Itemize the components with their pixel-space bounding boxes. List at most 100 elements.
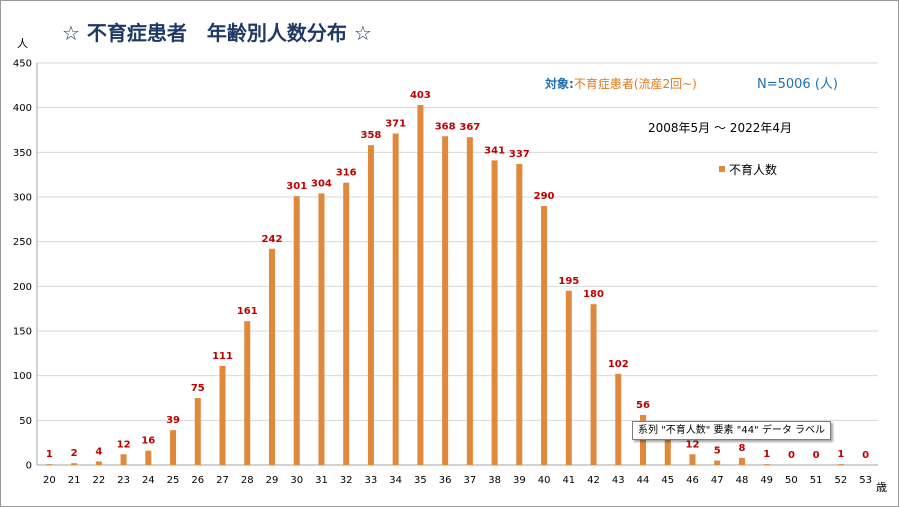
data-label[interactable]: 403: [410, 90, 431, 101]
data-label[interactable]: 1: [46, 449, 53, 460]
data-label[interactable]: 0: [788, 450, 795, 461]
bar[interactable]: [714, 460, 721, 465]
x-tick-label: 26: [191, 475, 204, 486]
bar[interactable]: [516, 163, 523, 466]
x-tick-label: 28: [241, 475, 254, 486]
data-label[interactable]: 304: [311, 178, 332, 189]
data-label[interactable]: 12: [117, 439, 131, 450]
data-label[interactable]: 301: [286, 181, 307, 192]
x-tick-label: 40: [538, 475, 551, 486]
bar[interactable]: [145, 450, 152, 465]
data-label[interactable]: 242: [262, 234, 283, 245]
y-tick-labels: 0 50 100 150 200 250 300 350 400 450: [13, 59, 32, 472]
bar[interactable]: [615, 373, 622, 465]
data-label[interactable]: 56: [636, 400, 650, 411]
bar[interactable]: [689, 454, 696, 465]
x-tick-label: 49: [760, 475, 773, 486]
y-tick-label: 450: [13, 59, 32, 70]
y-tick-label: 400: [13, 103, 32, 114]
bar[interactable]: [95, 461, 102, 465]
bar[interactable]: [442, 136, 449, 465]
data-label[interactable]: 5: [714, 446, 721, 457]
y-tick-label: 150: [13, 327, 32, 338]
bar[interactable]: [738, 457, 745, 465]
x-tick-label: 42: [587, 475, 600, 486]
bar[interactable]: [541, 205, 548, 465]
x-tick-label: 43: [612, 475, 625, 486]
y-tick-label: 250: [13, 237, 32, 248]
bar[interactable]: [367, 145, 374, 466]
data-label[interactable]: 12: [686, 439, 700, 450]
x-tick-label: 37: [464, 475, 477, 486]
bar[interactable]: [318, 193, 325, 465]
n-count: N=5006 (人): [757, 77, 838, 92]
data-label[interactable]: 102: [608, 359, 629, 370]
x-tick-label: 29: [266, 475, 279, 486]
data-label[interactable]: 0: [813, 450, 820, 461]
bar[interactable]: [293, 196, 300, 465]
bar[interactable]: [194, 398, 201, 465]
bar[interactable]: [46, 464, 53, 465]
x-tick-labels: 20 21 22 23 24 25 26 27 28 29 30 31 32 33 34 35 36 37 38 39…: [43, 475, 872, 486]
y-tick-label: 350: [13, 148, 32, 159]
x-tick-label: 52: [835, 475, 848, 486]
data-label-tooltip: 系列 "不育人数" 要素 "44" データ ラベル: [632, 421, 832, 440]
bar[interactable]: [219, 365, 226, 465]
bar[interactable]: [170, 430, 177, 465]
bar[interactable]: [392, 133, 399, 465]
data-label[interactable]: 290: [534, 191, 555, 202]
data-label[interactable]: 1: [763, 449, 770, 460]
y-tick-label: 100: [13, 371, 32, 382]
x-tick-label: 35: [414, 475, 427, 486]
x-tick-label: 34: [389, 475, 402, 486]
bar[interactable]: [268, 248, 275, 465]
data-label[interactable]: 316: [336, 168, 357, 179]
legend-entry[interactable]: 不育人数: [729, 162, 777, 177]
data-label[interactable]: 2: [71, 448, 78, 459]
bar[interactable]: [417, 104, 424, 465]
bar[interactable]: [343, 182, 350, 465]
bar[interactable]: [837, 464, 844, 465]
x-tick-label: 31: [315, 475, 328, 486]
bar[interactable]: [664, 439, 671, 465]
x-tick-label: 39: [513, 475, 526, 486]
bars[interactable]: [46, 104, 844, 466]
x-tick-label: 20: [43, 475, 56, 486]
bar[interactable]: [590, 304, 597, 465]
data-label[interactable]: 371: [385, 119, 406, 130]
x-tick-label: 38: [488, 475, 501, 486]
data-label[interactable]: 358: [360, 130, 381, 141]
bar[interactable]: [763, 464, 770, 465]
data-label[interactable]: 1: [837, 449, 844, 460]
data-label[interactable]: 195: [558, 276, 579, 287]
x-tick-label: 47: [711, 475, 724, 486]
bar[interactable]: [491, 160, 498, 465]
data-label[interactable]: 337: [509, 149, 530, 160]
x-tick-label: 27: [216, 475, 229, 486]
data-label[interactable]: 16: [141, 436, 155, 447]
bar[interactable]: [71, 463, 78, 465]
bar[interactable]: [466, 137, 473, 465]
x-tick-label: 32: [340, 475, 353, 486]
data-label[interactable]: 4: [95, 446, 102, 457]
data-label[interactable]: 0: [862, 450, 869, 461]
bar[interactable]: [565, 290, 572, 465]
data-label[interactable]: 8: [738, 443, 745, 454]
data-label[interactable]: 75: [191, 383, 205, 394]
data-label[interactable]: 180: [583, 289, 604, 300]
data-label[interactable]: 111: [212, 351, 233, 362]
target-value: 不育症患者(流産2回~): [574, 76, 697, 91]
x-tick-label: 41: [562, 475, 575, 486]
target-label: 対象:: [544, 76, 574, 91]
x-tick-label: 46: [686, 475, 699, 486]
data-label[interactable]: 368: [435, 121, 456, 132]
data-label[interactable]: 367: [459, 122, 480, 133]
data-label[interactable]: 161: [237, 306, 258, 317]
x-axis-unit: 歳: [876, 481, 887, 494]
data-label[interactable]: 39: [166, 415, 180, 426]
data-label[interactable]: 341: [484, 145, 505, 156]
x-tick-label: 30: [290, 475, 303, 486]
bar[interactable]: [120, 454, 127, 465]
bar[interactable]: [244, 321, 251, 465]
